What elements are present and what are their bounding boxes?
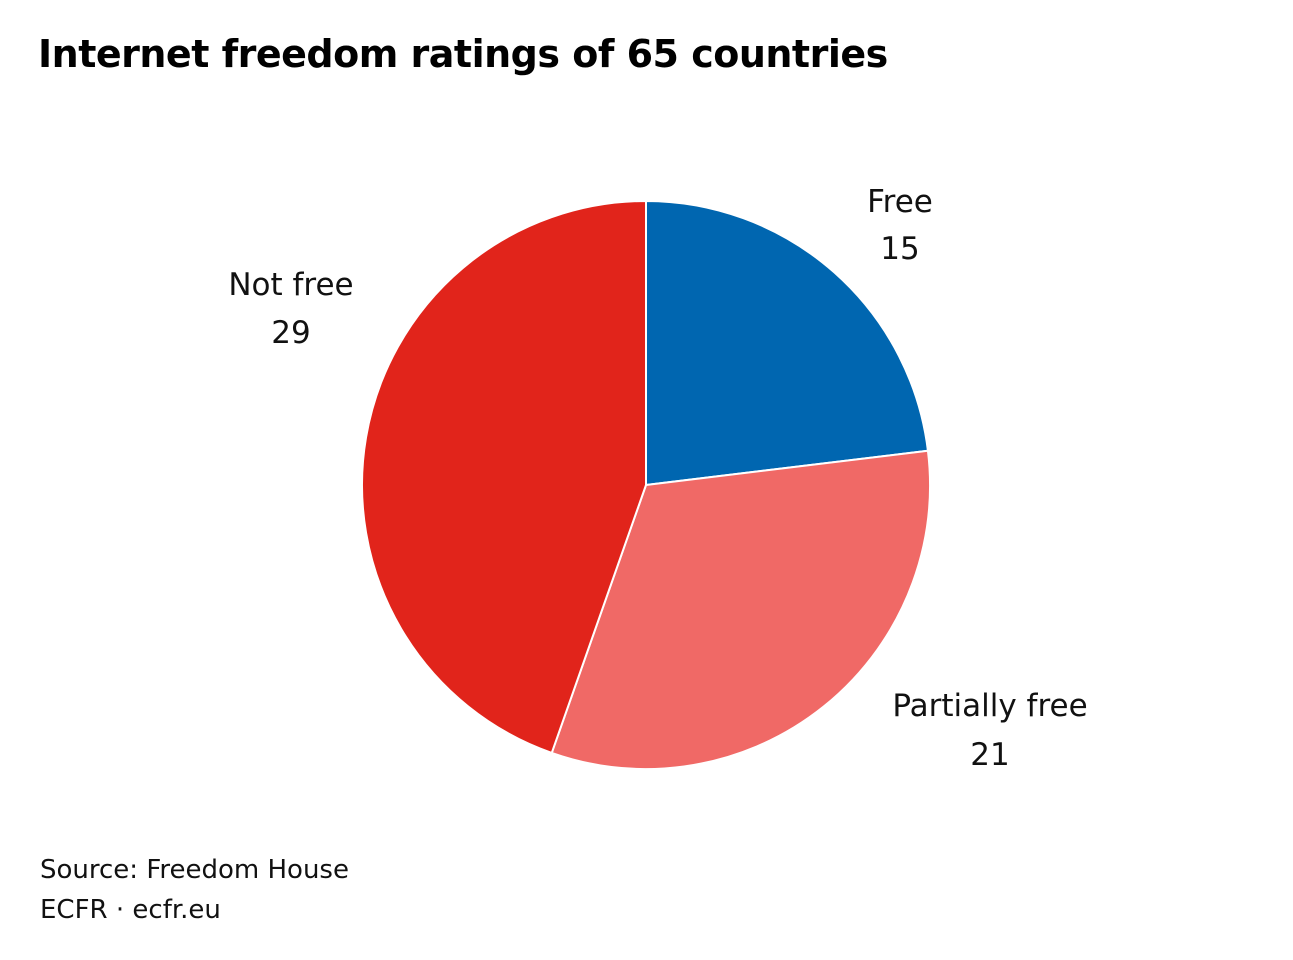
slice-value-free: 15 (880, 231, 919, 267)
slice-label-partially-free: Partially free (892, 688, 1087, 724)
source-note: Source: Freedom House (40, 855, 349, 885)
pie-slice-not-free (361, 200, 647, 754)
slice-label-free: Free (867, 184, 933, 220)
slice-value-not-free: 29 (271, 315, 310, 351)
pie-labels: Free 15 Partially free 21 Not free 29 (228, 184, 1087, 773)
slice-value-partially-free: 21 (970, 737, 1009, 773)
pie-slice-free (645, 200, 929, 486)
slice-label-not-free: Not free (228, 267, 353, 303)
pie-slices (361, 200, 931, 771)
chart-title: Internet freedom ratings of 65 countries (38, 32, 888, 76)
pie-slice-partially-free (550, 449, 931, 771)
credit-note: ECFR · ecfr.eu (40, 895, 221, 925)
